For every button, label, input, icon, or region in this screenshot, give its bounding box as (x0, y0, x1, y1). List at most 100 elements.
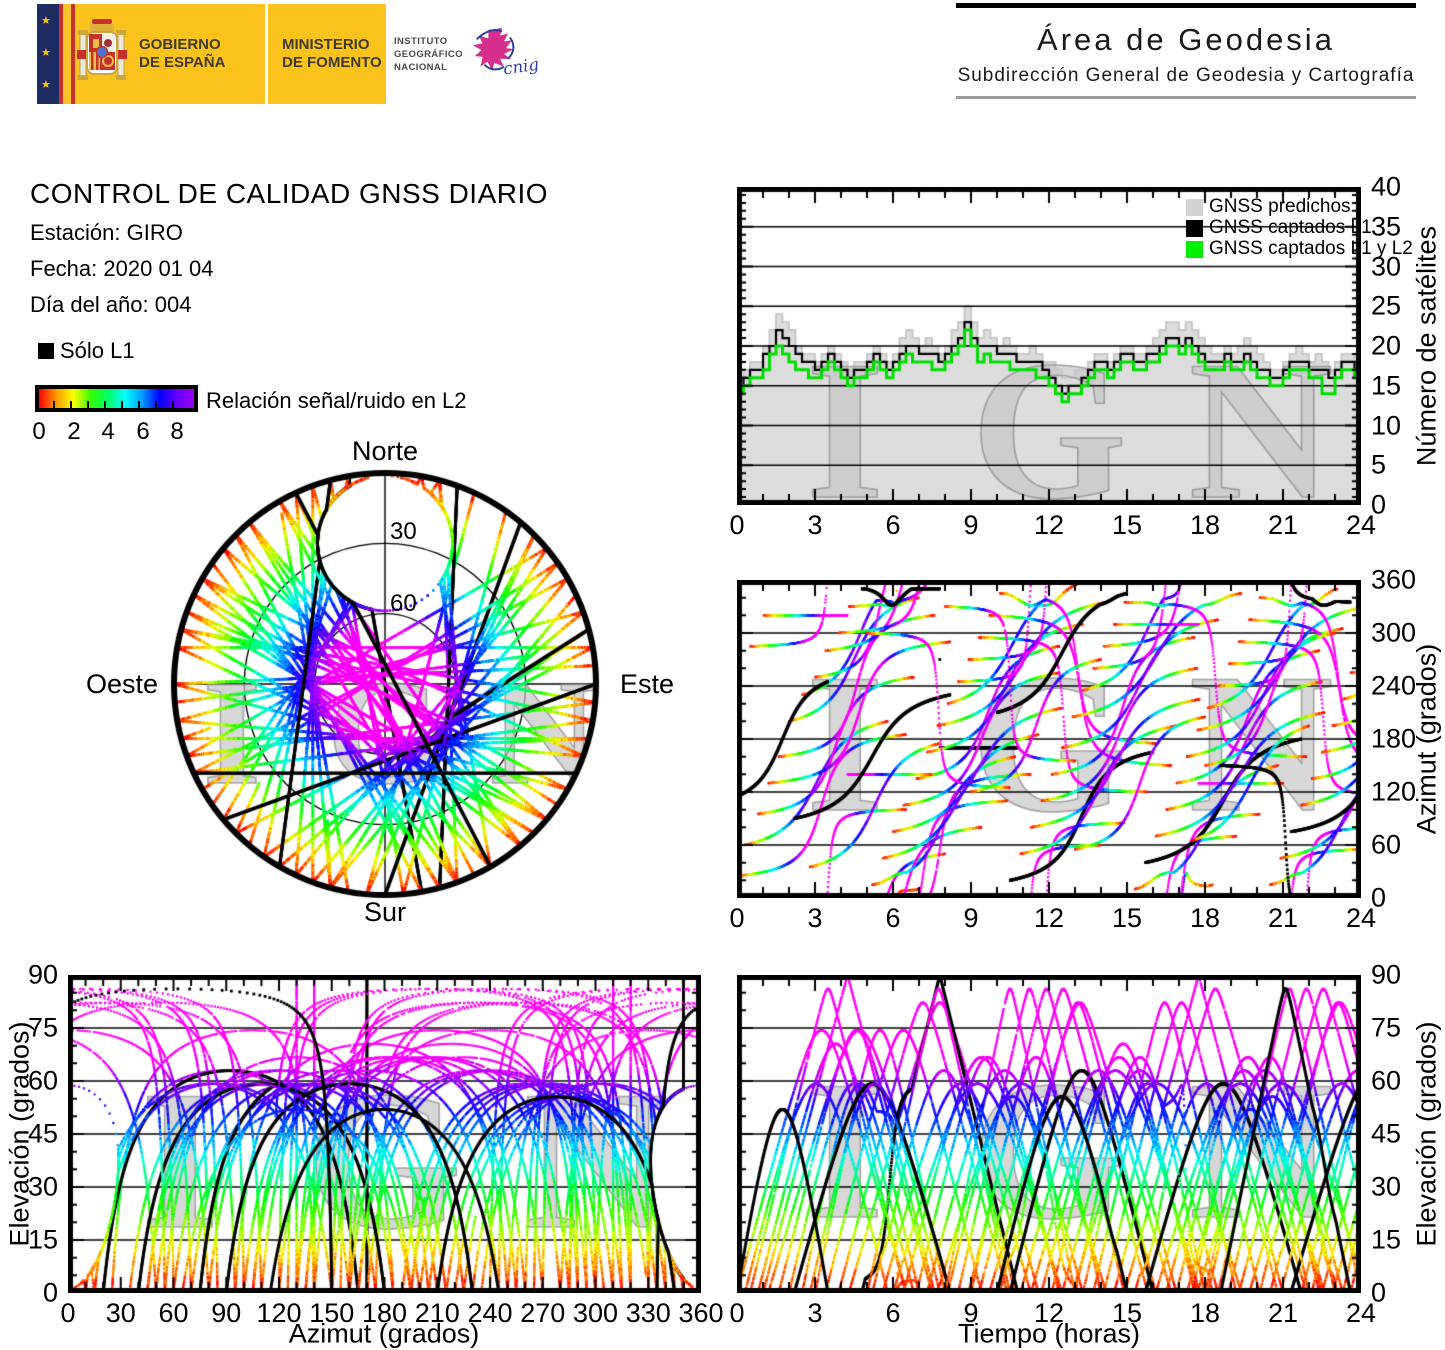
gobierno-label: GOBIERNO DE ESPAÑA (139, 36, 226, 71)
x-tick-label: 330 (625, 1298, 671, 1328)
axis-title: Elevación (grados) (1411, 1021, 1442, 1247)
legend-gnss-predichos: GNSS predichos (1186, 196, 1351, 218)
x-tick-label: 150 (309, 1298, 355, 1328)
y-tick-label: 35 (1371, 211, 1402, 242)
x-tick-label: 180 (361, 1298, 408, 1328)
y-tick-label: 5 (1371, 449, 1387, 480)
y-tick-label: 360 (1371, 564, 1417, 595)
x-tick-label: 120 (256, 1298, 302, 1328)
legend-gnss-captados-l1: GNSS captados L1 (1186, 217, 1372, 239)
x-tick-label: 6 (885, 510, 901, 540)
svg-text:cnig: cnig (502, 55, 540, 79)
ign-label: INSTITUTO GEOGRÁFICO NACIONAL (394, 35, 463, 73)
gray-square-icon (1186, 198, 1203, 216)
government-logo-block: ★ ★ ★ (37, 4, 541, 104)
axis-title: Tiempo (horas) (957, 1318, 1141, 1349)
y-tick-label: 120 (1371, 776, 1417, 807)
gobierno-block: GOBIERNO DE ESPAÑA (75, 4, 265, 104)
solo-l1-legend: Sólo L1 (38, 338, 135, 364)
y-tick-label: 15 (1371, 1224, 1402, 1255)
station-line: Estación: GIRO (30, 220, 183, 245)
y-tick-label: 15 (27, 1224, 58, 1255)
x-tick-label: 18 (1189, 903, 1221, 933)
area-geodesia-header: Área de Geodesia Subdirección General de… (956, 3, 1416, 99)
skyplot-east-label: Este (620, 669, 675, 699)
report-title: CONTROL DE CALIDAD GNSS DIARIO (30, 178, 549, 209)
snr-colorbar-label: Relación señal/ruido en L2 (206, 388, 467, 413)
x-tick-label: 21 (1267, 1298, 1299, 1328)
axis-title: Número de satélites (1411, 225, 1442, 467)
x-tick-label: 24 (1345, 1298, 1377, 1328)
x-tick-label: 3 (807, 510, 823, 540)
spain-coat-of-arms-icon (77, 19, 127, 80)
y-tick-label: 90 (27, 959, 58, 990)
skyplot-chart (150, 445, 630, 925)
y-tick-label: 40 (1371, 171, 1402, 202)
black-square-icon (1186, 219, 1203, 237)
x-tick-label: 12 (1033, 903, 1065, 933)
x-tick-label: 0 (729, 903, 745, 933)
eu-star-icon: ★ (41, 15, 51, 27)
y-tick-label: 15 (1371, 370, 1402, 401)
skyplot-west-label: Oeste (85, 669, 158, 699)
y-tick-label: 75 (1371, 1012, 1402, 1043)
area-title: Área de Geodesia (1037, 22, 1335, 57)
elevation-time-chart (737, 975, 1361, 1293)
y-tick-label: 0 (42, 1277, 58, 1308)
x-tick-label: 210 (414, 1298, 460, 1328)
snr-colorbar (35, 385, 198, 412)
axis-title: Azimut (grados) (288, 1318, 480, 1349)
y-tick-label: 10 (1371, 410, 1402, 440)
satellite-count-chart (737, 187, 1361, 505)
y-tick-label: 25 (1371, 290, 1402, 321)
x-tick-label: 12 (1033, 1298, 1065, 1328)
y-tick-label: 0 (1371, 489, 1387, 520)
doy-line: Día del año: 004 (30, 292, 192, 317)
x-tick-label: 270 (520, 1298, 566, 1328)
x-tick-label: 9 (963, 1298, 979, 1328)
x-tick-label: 18 (1189, 510, 1221, 540)
y-tick-label: 240 (1371, 670, 1417, 701)
y-tick-label: 75 (27, 1012, 58, 1043)
legend-gnss-captados-l1l2: GNSS captados L1 y L2 (1186, 238, 1413, 260)
azimuth-time-chart (737, 580, 1361, 898)
ign-cnig-block: INSTITUTO GEOGRÁFICO NACIONAL cnig (386, 4, 541, 104)
x-tick-label: 12 (1033, 510, 1065, 540)
x-tick-label: 3 (807, 903, 823, 933)
black-square-icon (38, 343, 54, 359)
eu-flag: ★ ★ ★ (37, 4, 59, 104)
y-tick-label: 300 (1371, 617, 1417, 648)
eu-star-icon: ★ (41, 79, 51, 91)
axis-title: Azimut (grados) (1411, 643, 1442, 835)
y-tick-label: 30 (1371, 1171, 1402, 1202)
skyplot-ring-60-label: 60 (390, 590, 417, 617)
skyplot-ring-30-label: 30 (390, 518, 417, 545)
x-tick-label: 6 (885, 903, 901, 933)
spain-flag (59, 4, 75, 104)
x-tick-label: 60 (158, 1298, 189, 1328)
x-tick-label: 0 (729, 510, 745, 540)
y-tick-label: 0 (1371, 1277, 1387, 1308)
skyplot-south-label: Sur (363, 897, 407, 927)
x-tick-label: 300 (572, 1298, 619, 1328)
y-tick-label: 45 (27, 1118, 58, 1149)
y-tick-label: 180 (1371, 723, 1417, 754)
station-value: GIRO (126, 220, 183, 245)
y-tick-label: 60 (1371, 829, 1402, 860)
skyplot-north-label: Norte (351, 436, 419, 466)
x-tick-label: 0 (729, 1298, 745, 1328)
x-tick-label: 3 (807, 1298, 823, 1328)
x-tick-label: 360 (678, 1298, 724, 1328)
date-value: 2020 01 04 (103, 256, 214, 281)
x-tick-label: 90 (211, 1298, 242, 1328)
eu-star-icon: ★ (41, 47, 51, 59)
x-tick-label: 30 (105, 1298, 136, 1328)
x-tick-label: 15 (1111, 1298, 1143, 1328)
y-tick-label: 60 (1371, 1065, 1402, 1096)
y-tick-label: 20 (1371, 330, 1402, 361)
ministerio-label: MINISTERIO DE FOMENTO (282, 36, 382, 71)
x-tick-label: 21 (1267, 903, 1299, 933)
area-subtitle: Subdirección General de Geodesia y Carto… (957, 65, 1415, 86)
green-square-icon (1186, 240, 1203, 258)
ministerio-block: MINISTERIO DE FOMENTO (268, 4, 386, 104)
